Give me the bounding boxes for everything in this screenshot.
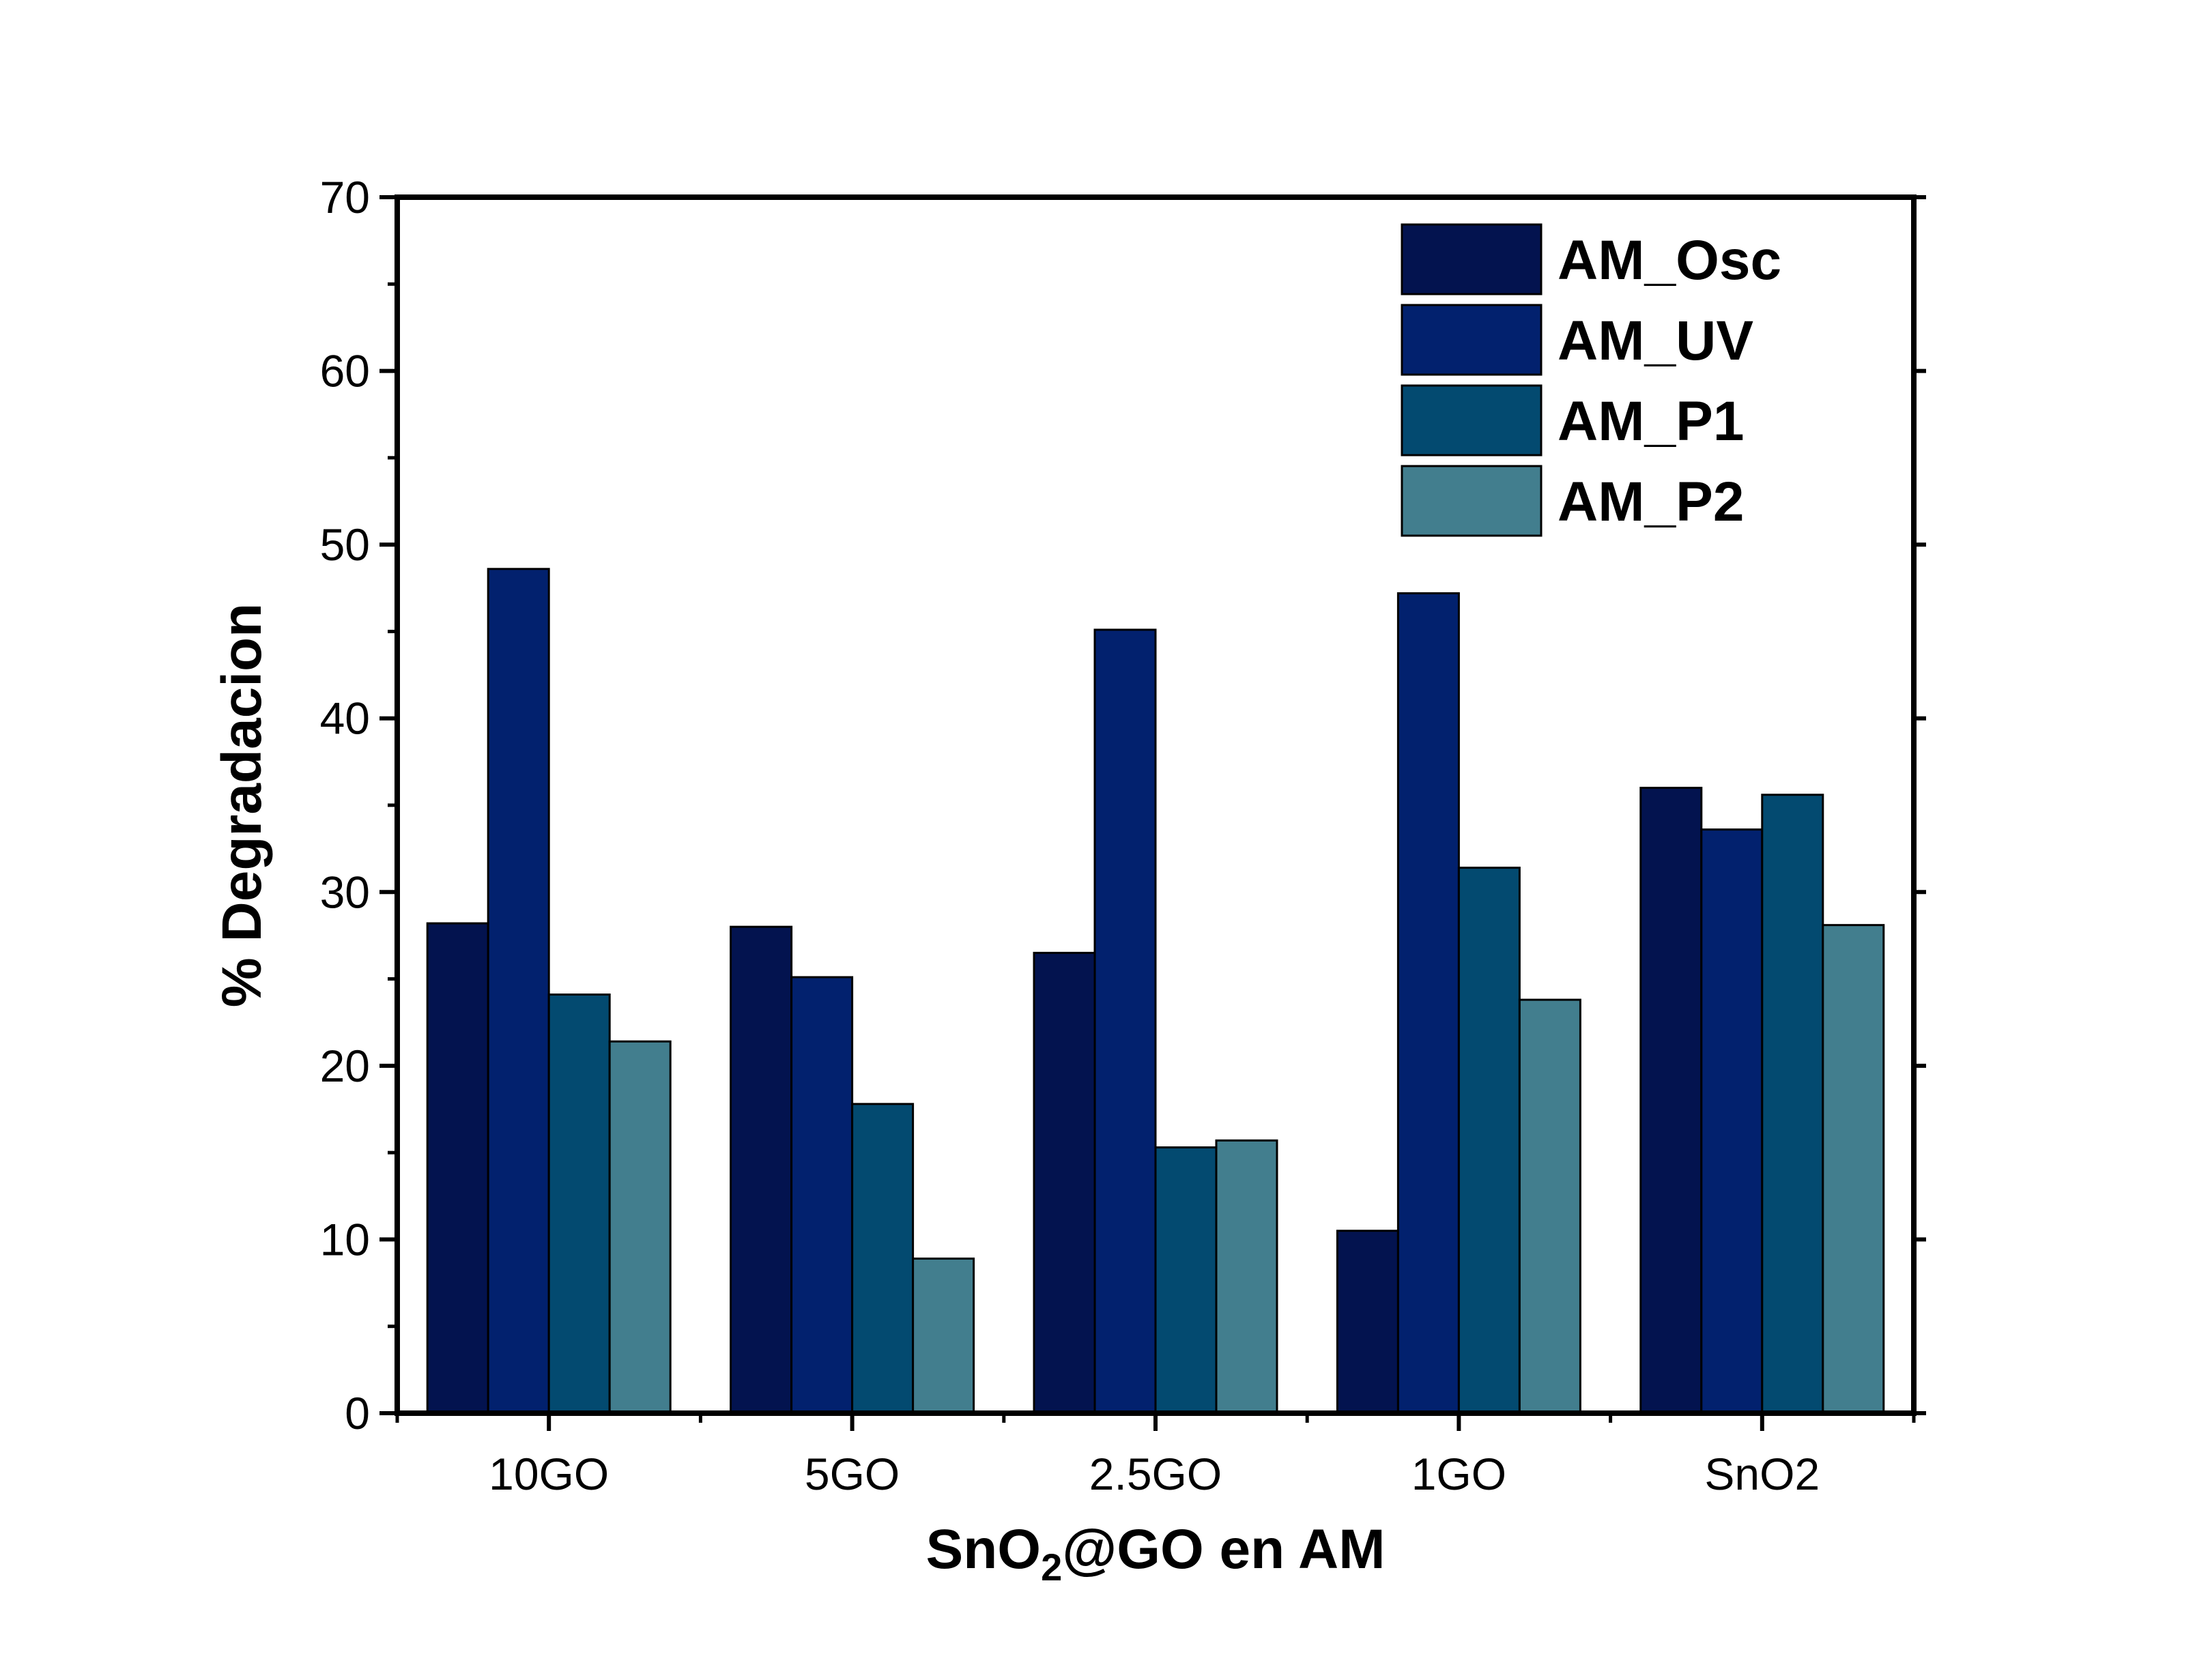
bar-AM_P2-SnO2 bbox=[1822, 924, 1885, 1415]
x-tick-label: 1GO bbox=[1411, 1449, 1506, 1499]
legend-label-AM_P2: AM_P2 bbox=[1558, 471, 1744, 533]
bar-AM_P1-1GO bbox=[1457, 867, 1521, 1415]
legend-swatch-AM_UV bbox=[1401, 304, 1543, 376]
legend-swatch-AM_P1 bbox=[1401, 384, 1543, 457]
bar-AM_Osc-10GO bbox=[426, 922, 489, 1415]
bar-AM_Osc-5GO bbox=[730, 925, 793, 1415]
y-tick-label: 10 bbox=[320, 1214, 370, 1264]
legend-label-AM_UV: AM_UV bbox=[1558, 310, 1753, 372]
axes: 0 10 20 30 40 50 60 70 10GO 5GO 2.5GO 1GO SnO2 bbox=[320, 172, 1926, 1499]
legend: AM_Osc AM_UV AM_P1 AM_P2 bbox=[1401, 223, 1781, 537]
y-tick-label: 60 bbox=[320, 346, 370, 396]
legend-label-AM_Osc: AM_Osc bbox=[1558, 229, 1781, 291]
x-axis-title: SnO2@GO en AM bbox=[926, 1518, 1386, 1589]
bar-AM_Osc-1GO bbox=[1336, 1230, 1399, 1415]
y-tick-label: 70 bbox=[320, 172, 370, 222]
legend-label-AM_P1: AM_P1 bbox=[1558, 390, 1744, 452]
legend-swatch-AM_P2 bbox=[1401, 465, 1543, 537]
bar-AM_P1-SnO2 bbox=[1761, 794, 1824, 1415]
x-tick-label: 5GO bbox=[805, 1449, 900, 1499]
x-tick-label: SnO2 bbox=[1704, 1449, 1820, 1499]
y-tick-label: 0 bbox=[345, 1388, 370, 1438]
bar-AM_P1-5GO bbox=[851, 1103, 915, 1415]
bar-AM_P2-1GO bbox=[1518, 998, 1581, 1415]
bar-AM_UV-2.5GO bbox=[1093, 628, 1157, 1415]
x-tick-label: 2.5GO bbox=[1089, 1449, 1222, 1499]
y-tick-label: 30 bbox=[320, 867, 370, 917]
y-tick-label: 50 bbox=[320, 519, 370, 570]
x-axis-title-subscript: 2 bbox=[1041, 1546, 1062, 1589]
bars bbox=[426, 568, 1885, 1415]
bar-AM_UV-5GO bbox=[790, 976, 854, 1415]
bar-AM_P1-10GO bbox=[547, 993, 611, 1415]
y-tick-label: 40 bbox=[320, 693, 370, 744]
bar-AM_Osc-2.5GO bbox=[1033, 951, 1096, 1415]
bar-AM_P2-5GO bbox=[912, 1257, 975, 1415]
bar-AM_Osc-SnO2 bbox=[1639, 787, 1703, 1415]
y-tick-label: 20 bbox=[320, 1041, 370, 1091]
bar-AM_P1-2.5GO bbox=[1154, 1146, 1218, 1415]
legend-swatch-AM_Osc bbox=[1401, 223, 1543, 295]
bar-AM_P2-2.5GO bbox=[1215, 1139, 1278, 1415]
x-tick-label: 10GO bbox=[489, 1449, 609, 1499]
x-axis-title-rest: @GO en AM bbox=[1062, 1518, 1385, 1580]
bar-AM_UV-SnO2 bbox=[1700, 828, 1764, 1415]
bar-AM_UV-10GO bbox=[487, 568, 550, 1415]
x-axis-title-main: SnO bbox=[926, 1518, 1042, 1580]
y-axis-title: % Degradacion bbox=[211, 603, 273, 1007]
bar-AM_UV-1GO bbox=[1396, 592, 1460, 1415]
bar-AM_P2-10GO bbox=[608, 1040, 672, 1415]
